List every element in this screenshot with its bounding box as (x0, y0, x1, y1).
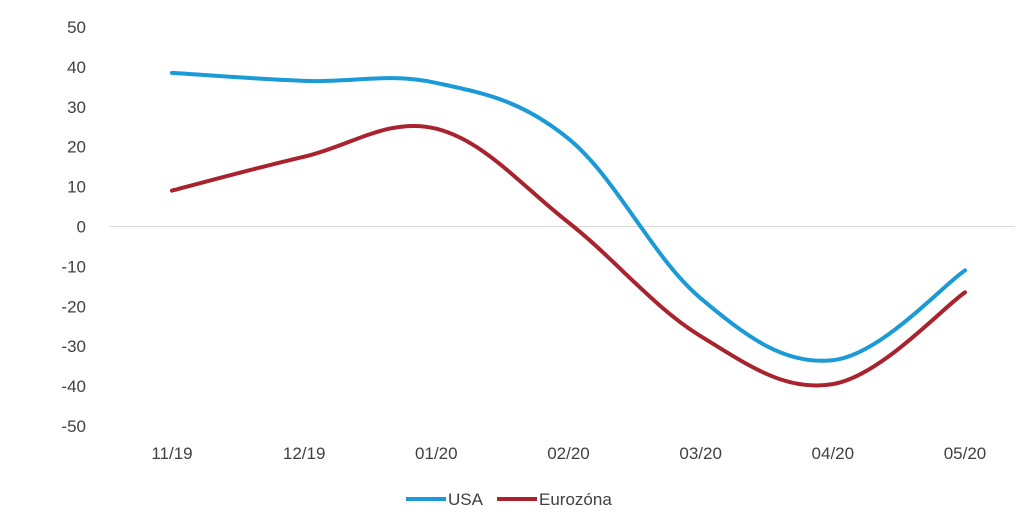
legend-item: USA (406, 490, 484, 509)
x-tick-label: 12/19 (283, 444, 326, 463)
x-tick-label: 11/19 (151, 444, 192, 463)
legend-label: Eurozóna (539, 490, 612, 509)
y-tick-label: -10 (61, 257, 86, 276)
x-tick-label: 04/20 (812, 444, 855, 463)
series-1 (170, 123, 967, 388)
y-tick-label: 0 (77, 218, 86, 237)
y-tick-label: 30 (67, 98, 86, 117)
y-tick-label: 10 (67, 178, 86, 197)
x-tick-label: 01/20 (415, 444, 458, 463)
x-axis: 11/19 12/19 01/20 02/20 03/20 04/20 05/20 (151, 444, 986, 463)
series-0 (170, 70, 967, 363)
x-tick-label: 03/20 (679, 444, 722, 463)
y-tick-label: 20 (67, 138, 86, 157)
series-line (170, 123, 967, 388)
y-tick-label: -50 (61, 417, 86, 436)
x-tick-label: 02/20 (547, 444, 590, 463)
series-line (170, 70, 967, 363)
y-axis: 50 40 30 20 10 0 -10 -20 -30 -40 -50 (61, 18, 86, 436)
series-layer (170, 70, 967, 388)
y-tick-label: 40 (67, 58, 86, 77)
x-tick-label: 05/20 (944, 444, 987, 463)
y-tick-label: -40 (61, 377, 86, 396)
y-tick-label: -20 (61, 297, 86, 316)
legend: USA Eurozóna (406, 490, 612, 509)
legend-label: USA (448, 490, 484, 509)
y-tick-label: -30 (61, 337, 86, 356)
legend-item: Eurozóna (497, 490, 612, 509)
y-tick-label: 50 (67, 18, 86, 37)
